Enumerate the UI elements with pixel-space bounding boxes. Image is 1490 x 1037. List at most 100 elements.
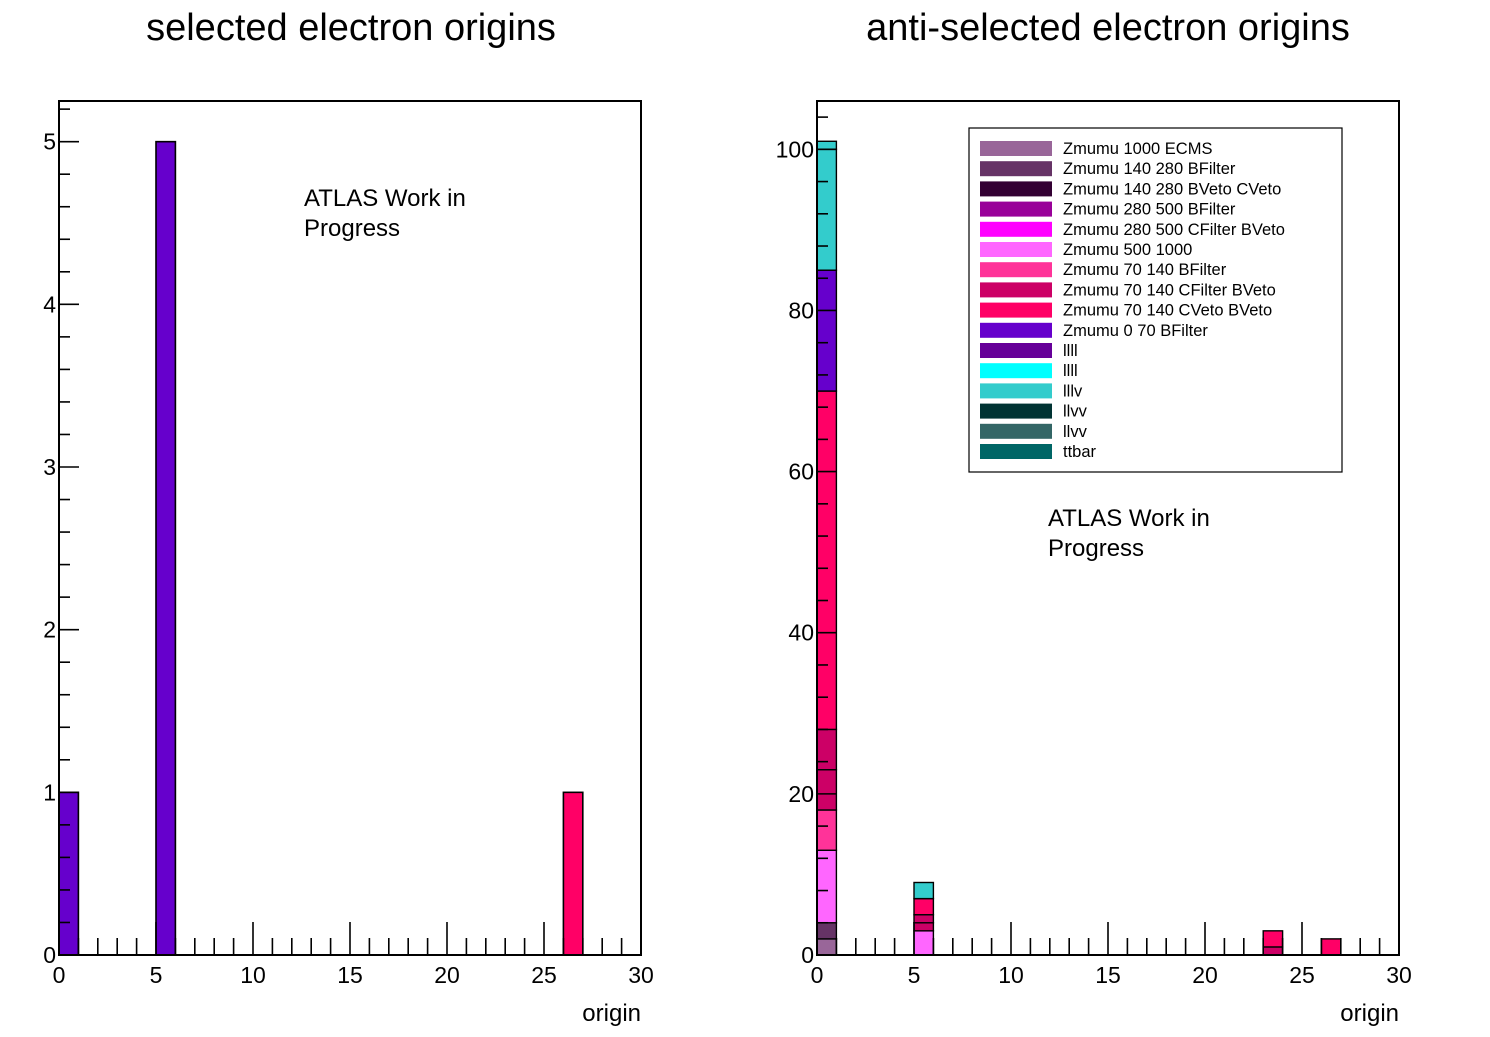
legend-swatch-11 [980, 363, 1052, 379]
legend-label-2: Zmumu 140 280 BVeto CVeto [1063, 180, 1281, 198]
legend-swatch-6 [980, 262, 1052, 278]
legend-item-0: Zmumu 1000 ECMS [980, 140, 1212, 158]
legend-item-11: llll [980, 362, 1078, 380]
selected-bar-0 [58, 791, 80, 956]
anti-selected-xtick-label-10: 10 [998, 962, 1024, 988]
anti-selected-origins-panel: anti-selected electron origins 0 5 10 15 20 2… [776, 7, 1412, 1027]
selected-ytick-label-0: 0 [43, 942, 56, 968]
anti-selected-stack-0-segment-4 [816, 768, 838, 811]
anti-selected-origins-annotation-line1: ATLAS Work in [1048, 505, 1210, 532]
selected-xtick-label-0: 0 [53, 962, 66, 988]
legend-label-12: lllv [1063, 382, 1083, 400]
anti-selected-ytick-label-20: 20 [788, 781, 814, 807]
anti-selected-stack-3-segment-0 [1320, 938, 1342, 956]
legend-label-0: Zmumu 1000 ECMS [1063, 140, 1212, 158]
anti-selected-ytick-label-100: 100 [776, 136, 814, 162]
legend-item-8: Zmumu 70 140 CVeto BVeto [980, 302, 1272, 320]
anti-selected-xtick-label-30: 30 [1386, 962, 1412, 988]
anti-selected-stack-0-segment-9 [816, 140, 838, 151]
legend-swatch-15 [980, 444, 1052, 459]
selected-origins-bars [58, 140, 584, 956]
legend-swatch-8 [980, 302, 1052, 318]
anti-selected-stack-0-segment-5 [816, 728, 838, 771]
legend-item-9: Zmumu 0 70 BFilter [980, 322, 1208, 340]
anti-selected-stack-0-segment-3 [816, 809, 838, 851]
legend-label-11: llll [1063, 362, 1078, 380]
anti-selected-ytick-label-0: 0 [801, 942, 814, 968]
anti-selected-xtick-label-25: 25 [1289, 962, 1315, 988]
legend-item-4: Zmumu 280 500 CFilter BVeto [980, 221, 1285, 239]
anti-selected-stack-0-segment-2 [816, 849, 838, 924]
legend-item-10: llll [980, 342, 1078, 360]
selected-origins-axes: 0 5 10 15 20 25 30 0 1 2 3 4 5 [43, 108, 654, 988]
anti-selected-stack-0-segment-1 [816, 922, 838, 940]
legend-item-1: Zmumu 140 280 BFilter [980, 160, 1236, 178]
legend-item-14: llvv [980, 423, 1088, 441]
legend-swatch-5 [980, 242, 1052, 257]
legend-swatch-0 [980, 141, 1052, 156]
anti-selected-stack-1-segment-1 [913, 922, 935, 932]
legend-item-7: Zmumu 70 140 CFilter BVeto [980, 281, 1276, 299]
selected-ytick-label-3: 3 [43, 454, 56, 480]
legend-item-12: lllv [980, 382, 1083, 400]
selected-origins-panel: selected electron origins 0 5 10 15 20 25 3001… [43, 7, 654, 1027]
legend-label-7: Zmumu 70 140 CFilter BVeto [1063, 281, 1276, 299]
legend-item-6: Zmumu 70 140 BFilter [980, 261, 1227, 279]
legend-label-9: Zmumu 0 70 BFilter [1063, 322, 1208, 340]
selected-xtick-label-15: 15 [337, 962, 363, 988]
anti-selected-xtick-label-5: 5 [908, 962, 921, 988]
anti-selected-ytick-label-40: 40 [788, 620, 814, 646]
anti-selected-stack-1-segment-2 [913, 914, 935, 924]
anti-selected-stack-1-segment-3 [913, 897, 935, 916]
legend-label-13: llvv [1063, 403, 1088, 421]
anti-selected-stack-0-segment-7 [816, 269, 838, 392]
anti-selected-stack-2-segment-0 [1262, 946, 1284, 956]
legend-swatch-14 [980, 423, 1052, 439]
selected-xtick-label-5: 5 [150, 962, 163, 988]
anti-selected-origins-axes: 0 5 10 15 20 25 30 0 20 40 60 80 100 [776, 116, 1412, 988]
anti-selected-stack-0-segment-0 [816, 938, 838, 956]
legend-swatch-12 [980, 383, 1052, 399]
selected-bar-2 [562, 791, 584, 956]
selected-xtick-label-10: 10 [240, 962, 266, 988]
legend-label-15: ttbar [1063, 443, 1097, 461]
legend-swatch-4 [980, 221, 1052, 237]
anti-selected-xtick-label-15: 15 [1095, 962, 1121, 988]
legend-label-3: Zmumu 280 500 BFilter [1063, 201, 1236, 219]
anti-selected-ytick-label-60: 60 [788, 459, 814, 485]
legend-swatch-10 [980, 343, 1052, 358]
selected-origins-title: selected electron origins [146, 7, 556, 49]
selected-ytick-label-4: 4 [43, 291, 56, 317]
legend-item-15: ttbar [980, 443, 1097, 461]
anti-selected-stack-2-segment-1 [1262, 930, 1284, 948]
selected-origins-annotation-line2: Progress [304, 215, 400, 242]
legend-swatch-2 [980, 181, 1052, 197]
legend-label-8: Zmumu 70 140 CVeto BVeto [1063, 302, 1272, 320]
selected-ytick-label-1: 1 [43, 779, 56, 805]
selected-origins-annotation-line1: ATLAS Work in [304, 185, 466, 212]
selected-ytick-label-2: 2 [43, 617, 56, 643]
anti-selected-stack-0-segment-6 [816, 390, 838, 731]
legend-label-10: llll [1063, 342, 1078, 360]
legend-swatch-7 [980, 282, 1052, 298]
anti-selected-origins-annotation-line2: Progress [1048, 535, 1144, 562]
selected-origins-xlabel: origin [582, 1000, 641, 1027]
anti-selected-stack-1-segment-4 [913, 881, 935, 900]
anti-selected-stack-1-segment-0 [913, 930, 935, 956]
legend-item-13: llvv [980, 403, 1088, 421]
selected-xtick-label-20: 20 [434, 962, 460, 988]
anti-selected-stack-0-segment-8 [816, 148, 838, 271]
legend-swatch-3 [980, 201, 1052, 217]
selected-xtick-label-25: 25 [531, 962, 557, 988]
selected-ytick-label-5: 5 [43, 129, 56, 155]
legend-swatch-9 [980, 322, 1052, 338]
legend-label-5: Zmumu 500 1000 [1063, 241, 1192, 259]
legend-swatch-1 [980, 161, 1052, 177]
anti-selected-origins-xlabel: origin [1340, 1000, 1399, 1027]
legend: Zmumu 1000 ECMS Zmumu 140 280 BFilter Zmum… [968, 127, 1343, 473]
legend-label-6: Zmumu 70 140 BFilter [1063, 261, 1227, 279]
legend-item-5: Zmumu 500 1000 [980, 241, 1192, 259]
legend-item-3: Zmumu 280 500 BFilter [980, 201, 1236, 219]
legend-label-14: llvv [1063, 423, 1088, 441]
